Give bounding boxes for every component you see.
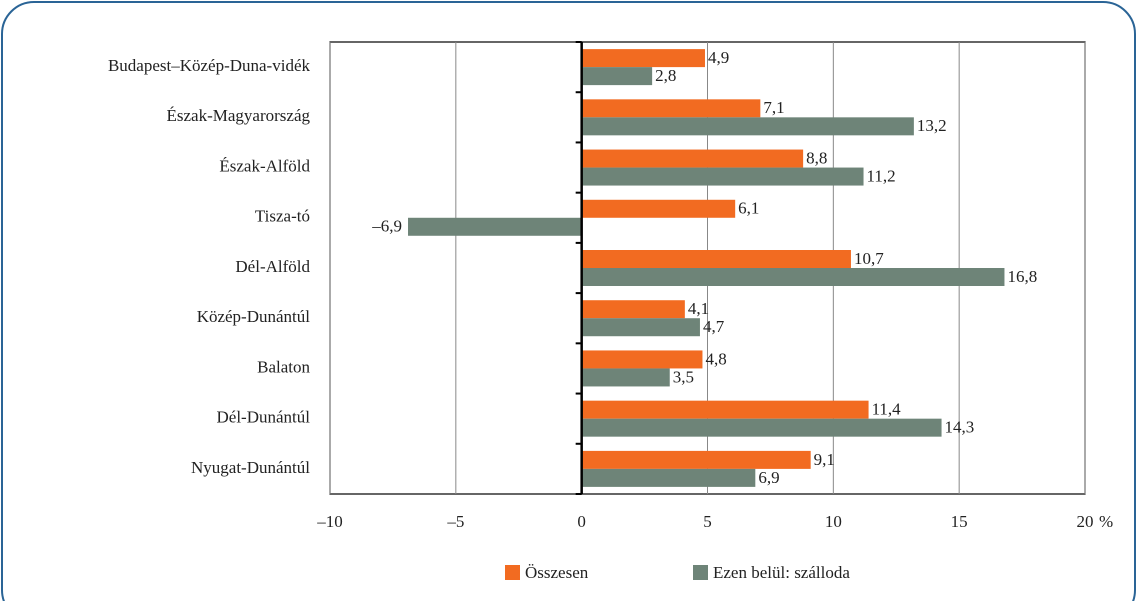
x-tick-label: 20 xyxy=(1077,512,1094,531)
bar xyxy=(581,250,851,268)
bar xyxy=(581,418,942,437)
legend-label: Ezen belül: szálloda xyxy=(713,563,850,582)
y-tick-label: Észak-Alföld xyxy=(219,156,310,175)
legend-label: Összesen xyxy=(525,563,589,582)
x-tick-label: 0 xyxy=(577,512,586,531)
bar xyxy=(581,368,670,387)
value-label: 13,2 xyxy=(917,116,947,135)
value-label: 2,8 xyxy=(655,66,676,85)
y-tick-label: Dél-Alföld xyxy=(235,257,310,276)
bar xyxy=(581,117,914,136)
value-label: 4,1 xyxy=(688,299,709,318)
bar xyxy=(581,67,653,86)
y-tick-label: Balaton xyxy=(257,357,310,376)
x-tick-label: –5 xyxy=(446,512,464,531)
value-label: 10,7 xyxy=(854,249,884,268)
legend-swatch xyxy=(505,565,520,580)
value-label: 11,2 xyxy=(867,166,896,185)
y-tick-label: Budapest–Közép-Duna-vidék xyxy=(108,56,311,75)
bar xyxy=(408,217,582,236)
bar xyxy=(581,268,1005,286)
value-label: 14,3 xyxy=(945,418,975,437)
x-tick-label: 15 xyxy=(951,512,968,531)
y-tick-label: Közép-Dunántúl xyxy=(197,307,311,326)
value-label: 8,8 xyxy=(806,148,827,167)
value-label: 4,7 xyxy=(703,317,725,336)
x-tick-label: 5 xyxy=(703,512,712,531)
y-tick-label: Észak-Magyarország xyxy=(167,106,311,125)
value-label: 7,1 xyxy=(763,98,784,117)
value-label: 4,8 xyxy=(705,349,726,368)
bar xyxy=(581,450,811,469)
y-tick-label: Nyugat-Dunántúl xyxy=(191,458,310,477)
bar xyxy=(581,400,869,419)
value-label: –6,9 xyxy=(371,217,402,236)
bar xyxy=(581,167,864,186)
bar xyxy=(581,350,703,369)
bar xyxy=(581,199,736,218)
value-label: 6,1 xyxy=(738,199,759,218)
value-label: 16,8 xyxy=(1007,267,1037,286)
y-tick-label: Tisza-tó xyxy=(255,207,310,226)
x-tick-label: 10 xyxy=(825,512,842,531)
y-tick-label: Dél-Dunántúl xyxy=(217,408,311,427)
bar xyxy=(581,99,761,118)
bar xyxy=(581,300,685,319)
bar xyxy=(581,49,705,68)
bar xyxy=(581,468,756,487)
bar xyxy=(581,149,804,168)
x-tick-label: –10 xyxy=(316,512,343,531)
x-unit-label: % xyxy=(1099,512,1113,531)
value-label: 3,5 xyxy=(673,367,694,386)
value-label: 11,4 xyxy=(872,400,902,419)
value-label: 9,1 xyxy=(814,450,835,469)
value-label: 6,9 xyxy=(758,468,779,487)
legend-swatch xyxy=(693,565,708,580)
value-label: 4,9 xyxy=(708,48,729,67)
bar xyxy=(581,318,700,337)
